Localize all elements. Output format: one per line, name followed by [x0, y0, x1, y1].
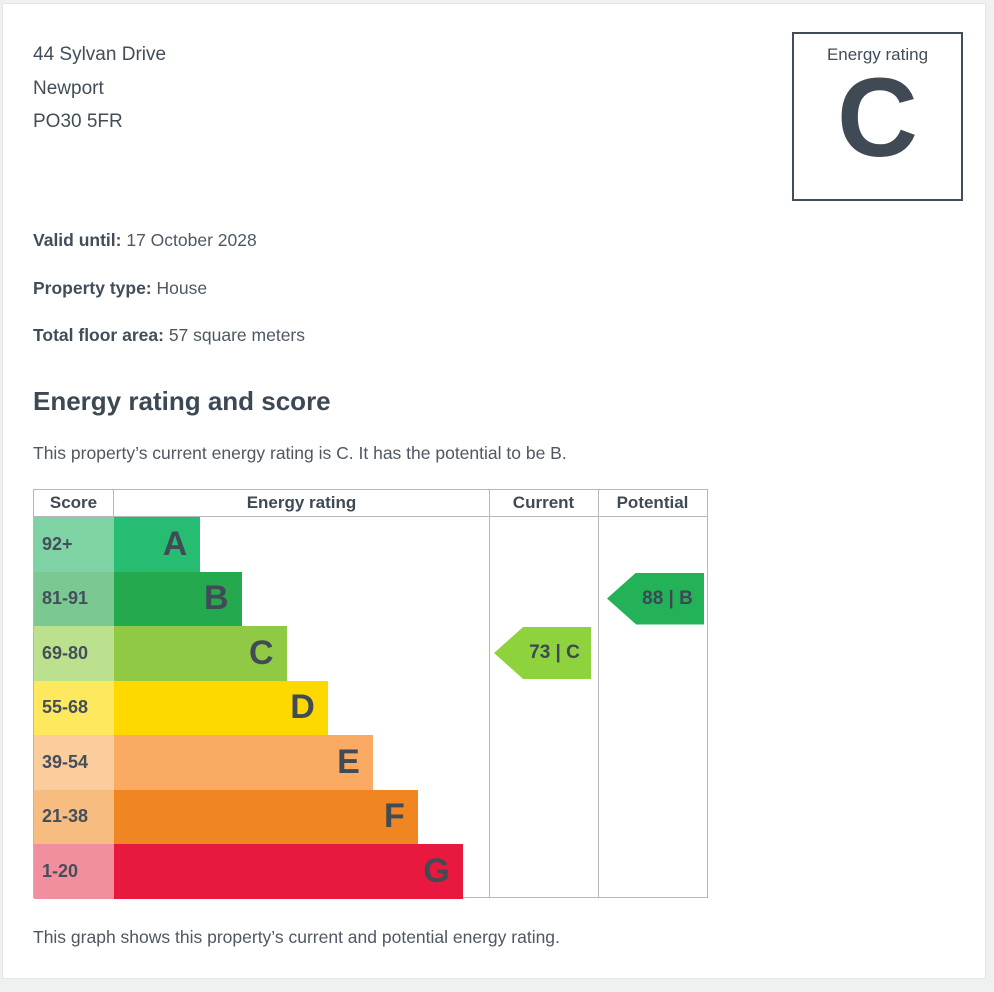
band-row-b: 81-91 B: [34, 571, 707, 626]
score-range-cell: 55-68: [34, 680, 114, 735]
score-range-cell: 1-20: [34, 844, 114, 899]
column-header-energy-rating: Energy rating: [246, 493, 357, 512]
current-column-divider: [489, 490, 490, 897]
detail-label: Total floor area:: [33, 325, 164, 345]
detail-property-type: Property type: House: [33, 278, 207, 299]
section-heading: Energy rating and score: [33, 386, 331, 416]
column-header-score: Score: [34, 490, 114, 516]
detail-value: House: [156, 278, 208, 298]
band-bar: B: [114, 571, 242, 626]
band-bar: C: [114, 626, 287, 681]
intro-text: This property’s current energy rating is…: [33, 443, 567, 463]
score-range-cell: 81-91: [34, 571, 114, 626]
score-range-cell: 92+: [34, 517, 114, 572]
band-letter: C: [248, 633, 274, 672]
band-row-a: 92+ A: [34, 517, 707, 572]
band-row-g: 1-20 G: [34, 844, 707, 899]
band-letter: A: [162, 524, 188, 563]
certificate-page: 44 Sylvan Drive Newport PO30 5FR Energy …: [3, 4, 985, 978]
potential-column-divider: [598, 490, 599, 897]
detail-valid-until: Valid until: 17 October 2028: [33, 230, 257, 251]
band-row-c: 69-80 C: [34, 626, 707, 681]
property-address: 44 Sylvan Drive Newport PO30 5FR: [33, 38, 166, 139]
band-row-d: 55-68 D: [34, 680, 707, 735]
band-rows: 92+ A 81-91 B 69-80 C 55-68 D 39-54 E 21-38 F 1-20 G: [34, 517, 707, 899]
potential-rating-label: 88 | B: [642, 587, 693, 609]
detail-value: 17 October 2028: [126, 230, 257, 250]
detail-value: 57 square meters: [168, 325, 306, 345]
chart-header-row: Score Energy rating Current Potential: [34, 490, 707, 517]
score-range-cell: 21-38: [34, 789, 114, 844]
column-header-current: Current: [512, 493, 575, 512]
band-bar: A: [114, 517, 201, 572]
band-row-e: 39-54 E: [34, 735, 707, 790]
energy-rating-chart: Score Energy rating Current Potential 92…: [33, 489, 708, 899]
current-rating-label: 73 | C: [529, 642, 580, 663]
column-header-potential: Potential: [616, 493, 689, 512]
band-row-f: 21-38 F: [34, 789, 707, 844]
band-letter: E: [337, 742, 360, 781]
band-bar: F: [114, 789, 418, 844]
band-letter: F: [383, 797, 405, 836]
chart-caption: This graph shows this property’s current…: [33, 927, 560, 947]
energy-rating-badge-label: Energy rating: [826, 45, 929, 64]
detail-floor-area: Total floor area: 57 square meters: [33, 325, 305, 346]
band-letter: G: [423, 851, 450, 890]
energy-rating-badge: Energy rating C: [792, 32, 963, 201]
address-line-2: Newport: [33, 77, 104, 99]
band-letter: B: [203, 579, 229, 618]
detail-label: Property type:: [33, 278, 152, 298]
score-range-cell: 39-54: [34, 735, 114, 790]
energy-rating-badge-letter: C: [837, 55, 918, 180]
band-bar: G: [114, 844, 463, 899]
detail-label: Valid until:: [33, 230, 122, 250]
score-range-cell: 69-80: [34, 626, 114, 681]
band-bar: E: [114, 735, 373, 790]
address-line-1: 44 Sylvan Drive: [33, 44, 167, 65]
band-letter: D: [290, 688, 315, 727]
address-line-3: PO30 5FR: [33, 111, 123, 132]
band-bar: D: [114, 680, 328, 735]
